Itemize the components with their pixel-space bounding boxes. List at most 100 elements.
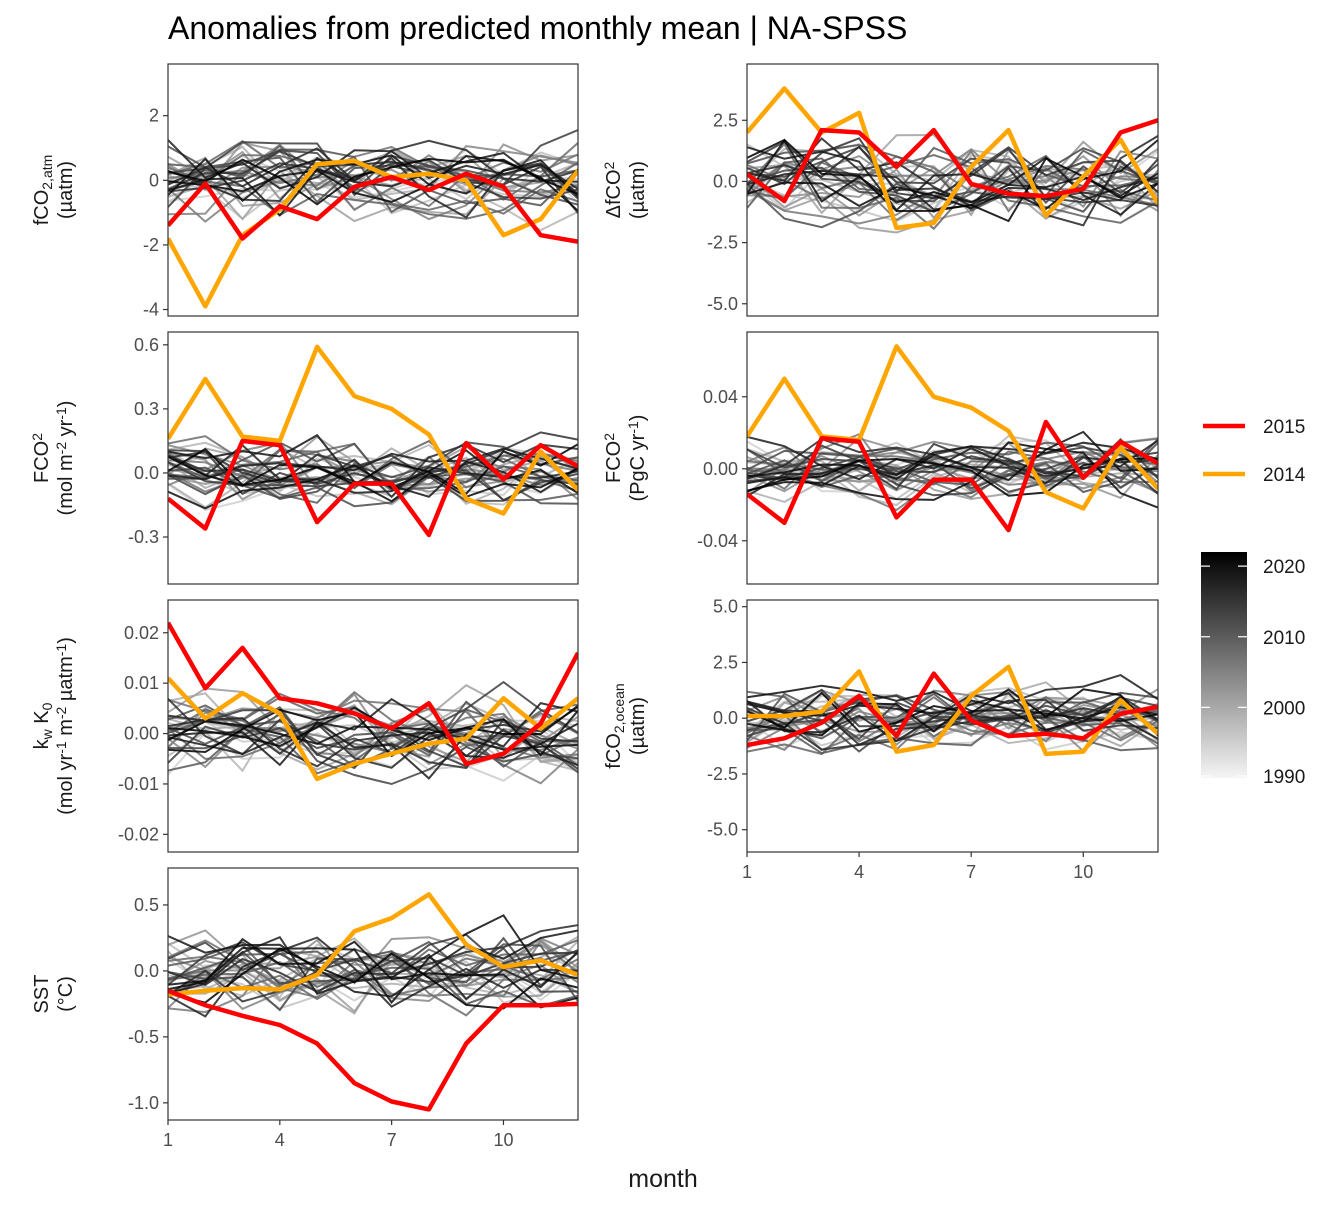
y-axis-title-line: (mol m-2 yr-1): [53, 401, 77, 516]
panel-2: 2.5 0.0 -2.5 -5.0 ΔfCO2 (µatm): [601, 63, 1159, 317]
y-axis-title-line: (mol yr-1 m-2 µatm-1): [53, 637, 77, 815]
background-year-line: [168, 441, 578, 491]
background-year-line: [168, 937, 578, 1009]
y-axis-title-line: fCO2,atm: [31, 155, 55, 226]
background-year-line: [747, 435, 1158, 481]
background-year-lines: [747, 674, 1158, 756]
x-tick-label: 1: [742, 862, 752, 882]
background-year-line: [168, 157, 578, 206]
y-tick-label: 2.5: [713, 110, 738, 130]
series-line-2014: [168, 676, 578, 782]
background-year-line: [168, 701, 578, 780]
y-axis-title-line: ΔfCO2: [601, 161, 625, 218]
background-year-line: [168, 161, 578, 220]
background-year-line: [747, 704, 1158, 751]
series-line-2014: [747, 86, 1158, 231]
background-year-line: [747, 441, 1158, 509]
y-tick-label: 2.5: [713, 652, 738, 672]
y-tick-label: 0.5: [134, 895, 159, 915]
y-tick-label: -2.5: [707, 764, 738, 784]
series-line-2015: [747, 419, 1158, 533]
colorbar-label: 2000: [1263, 698, 1305, 719]
x-axis-title: month: [628, 1165, 697, 1193]
background-year-line: [168, 924, 578, 993]
legend-label-2014: 2014: [1263, 465, 1306, 486]
y-axis-title-line: fCO2,ocean: [603, 683, 627, 768]
background-year-line: [168, 443, 578, 499]
y-tick-label: 0.00: [124, 724, 159, 744]
y-tick-label: 2: [149, 106, 159, 126]
y-tick-label: 0.0: [134, 961, 159, 981]
background-year-line: [168, 914, 578, 1005]
background-year-line: [168, 707, 578, 766]
series-line-2015: [168, 438, 578, 538]
background-year-line: [747, 688, 1158, 737]
background-year-line: [747, 457, 1158, 497]
background-year-line: [168, 955, 578, 1003]
panel-3: 0.6 0.3 0.0 -0.3 FCO2(mol m-2 yr-1): [29, 331, 579, 585]
x-tick-label: 1: [163, 1130, 173, 1150]
background-year-line: [168, 935, 578, 1001]
y-tick-label: 0.04: [703, 387, 738, 407]
background-year-line: [168, 139, 578, 188]
y-tick-label: 0.01: [124, 673, 159, 693]
y-tick-label: -2.5: [707, 233, 738, 253]
background-year-line: [168, 456, 578, 503]
y-tick-label: -2: [143, 235, 159, 255]
y-tick-label: 0.0: [134, 463, 159, 483]
series-line-2015: [168, 988, 578, 1112]
colorbar-label: 2020: [1263, 557, 1305, 578]
background-year-line: [168, 447, 578, 481]
y-axis-title-line: FCO2: [29, 433, 53, 483]
y-tick-label: 0.02: [124, 623, 159, 643]
figure-title: Anomalies from predicted monthly mean | …: [168, 10, 907, 46]
y-tick-label: -1.0: [128, 1093, 159, 1113]
panel-5: 0.02 0.01 0.00 -0.01 -0.02 kw K0(mol yr-1 m-2…: [31, 599, 579, 853]
background-year-line: [747, 441, 1158, 487]
background-year-line: [747, 137, 1158, 207]
series-line-2015: [168, 621, 578, 767]
panel-1: 2 0 -2 -4 fCO2,atm (µatm): [31, 63, 579, 320]
panel-border: [167, 331, 579, 585]
colorbar-label: 2010: [1263, 628, 1305, 649]
background-year-line: [168, 449, 578, 510]
legend-label-2015: 2015: [1263, 417, 1305, 438]
y-tick-label: 0.0: [713, 708, 738, 728]
panel-6: 5.0 2.5 0.0 -2.5 -5.0 1 4 7 10 fCO2,ocean (µatm): [603, 597, 1159, 882]
y-tick-label: 0.6: [134, 335, 159, 355]
x-tick-label: 7: [387, 1130, 397, 1150]
background-year-line: [168, 140, 578, 215]
y-tick-label: 0.0: [713, 171, 738, 191]
background-year-line: [168, 443, 578, 496]
y-tick-label: 0.3: [134, 399, 159, 419]
background-year-line: [168, 690, 578, 760]
y-tick-label: 0: [149, 170, 159, 190]
panel-border: [167, 867, 579, 1121]
series-line-2015: [747, 671, 1158, 748]
y-tick-label: -0.5: [128, 1027, 159, 1047]
x-tick-label: 4: [854, 862, 864, 882]
y-tick-label: -0.02: [118, 824, 159, 844]
y-axis-title-line: FCO2: [601, 433, 625, 483]
panel-7: 0.5 0.0 -0.5 -1.01 4 7 10 SST (°C): [31, 867, 579, 1150]
background-year-line: [747, 448, 1158, 497]
y-tick-label: 5.0: [713, 597, 738, 617]
series-line-2015: [168, 171, 578, 244]
y-tick-label: 0.00: [703, 459, 738, 479]
series-line-2015: [747, 118, 1158, 204]
y-tick-label: -4: [143, 300, 159, 320]
y-axis-title-line: kw K0: [31, 702, 55, 749]
x-tick-label: 7: [966, 862, 976, 882]
panel-border: [746, 331, 1159, 585]
background-year-line: [747, 146, 1158, 216]
x-tick-label: 10: [493, 1130, 513, 1150]
y-axis-title-line: (µatm): [55, 161, 77, 219]
y-axis-title-line: (µatm): [627, 697, 649, 755]
panel-border: [167, 599, 579, 853]
panel-border: [746, 599, 1159, 853]
x-tick-label: 4: [275, 1130, 285, 1150]
y-axis-title-line: (°C): [55, 976, 77, 1012]
panel-4: 0.04 0.00 -0.04 FCO2 (PgC yr-1): [601, 331, 1159, 585]
